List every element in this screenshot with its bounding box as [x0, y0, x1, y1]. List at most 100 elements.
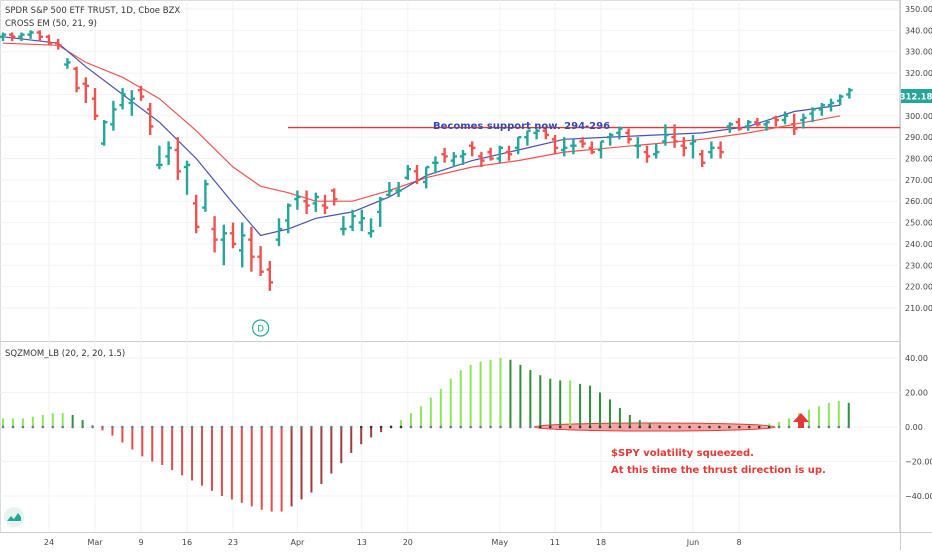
ohlc-bar: [515, 135, 522, 155]
ohlc-bar: [18, 32, 25, 42]
squeeze-dot: [131, 425, 134, 429]
ohlc-bar: [745, 120, 752, 131]
ohlc-bar: [818, 102, 825, 116]
ohlc-bar: [0, 32, 7, 42]
ohlc-bar: [689, 135, 697, 159]
ohlc-bar: [202, 179, 209, 212]
squeeze-dot: [608, 425, 612, 429]
ohlc-bar: [367, 218, 375, 238]
ohlc-bar: [671, 124, 678, 148]
squeeze-dot: [81, 425, 84, 429]
upper-grid: [0, 0, 900, 532]
ohlc-bar: [772, 115, 779, 127]
ohlc-bar: [827, 98, 835, 112]
ohlc-bar: [64, 58, 71, 69]
squeeze-dot: [847, 425, 851, 429]
squeeze-dot: [648, 425, 652, 429]
lower-indicator-title: SQZMOM_LB (20, 2, 20, 1.5): [5, 349, 125, 359]
squeeze-dot: [449, 425, 453, 429]
squeeze-dot: [658, 425, 661, 429]
squeeze-dot: [260, 425, 264, 429]
ohlc-bar: [487, 147, 494, 161]
squeeze-dot: [767, 425, 771, 429]
ohlc-bar: [229, 222, 237, 249]
ohlc-bar: [257, 246, 264, 276]
ohlc-bar: [211, 216, 218, 253]
squeeze-dot: [688, 425, 691, 429]
squeeze-dot: [618, 425, 622, 429]
squeeze-dot: [777, 425, 781, 429]
ohlc-bar: [404, 164, 411, 180]
squeeze-dot: [479, 425, 482, 429]
squeeze-dot: [548, 425, 552, 429]
ohlc-bar: [91, 88, 99, 121]
time-tick-label: 9: [138, 538, 143, 547]
dividend-marker-label: D: [257, 325, 264, 335]
ohlc-bar: [275, 218, 283, 247]
tradingview-logo[interactable]: [4, 507, 24, 527]
price-tick-label: 300.00: [905, 112, 932, 121]
ohlc-bar: [377, 196, 384, 227]
squeeze-dot: [21, 425, 25, 429]
ohlc-bar: [82, 77, 89, 103]
ohlc-bar: [459, 149, 467, 165]
ohlc-bar: [634, 137, 641, 159]
ohlc-bar: [579, 137, 586, 148]
ohlc-bar: [101, 120, 108, 146]
ohlc-bar: [763, 120, 770, 131]
squeeze-dot: [439, 425, 443, 429]
squeeze-dot: [738, 425, 741, 429]
squeeze-dot: [539, 425, 542, 429]
ohlc-bar: [248, 226, 255, 272]
squeeze-dot: [141, 425, 144, 429]
price-tick-label: 290.00: [905, 133, 932, 142]
squeeze-dot: [638, 425, 642, 429]
price-tick-label: 230.00: [905, 261, 932, 270]
price-tick-label: 280.00: [905, 155, 932, 164]
ohlc-bar: [524, 129, 531, 146]
ohlc-bar: [441, 147, 448, 163]
price-tick-label: 210.00: [905, 304, 932, 313]
last-price-label: 312.18: [900, 93, 932, 103]
ohlc-bar: [570, 139, 577, 155]
ohlc-bar: [680, 137, 687, 157]
ohlc-bar: [137, 85, 145, 101]
squeeze-dot: [330, 425, 333, 429]
squeeze-dot: [111, 425, 114, 429]
ohlc-bar: [147, 102, 154, 136]
squeeze-dot: [558, 425, 562, 429]
momentum-histogram: [1, 358, 851, 512]
squeeze-dot: [678, 425, 681, 429]
squeeze-dot: [409, 425, 413, 429]
ohlc-bar: [36, 30, 43, 42]
ohlc-bar: [119, 88, 126, 110]
squeeze-dot: [728, 425, 731, 429]
squeeze-dot: [320, 425, 323, 429]
squeeze-dot: [519, 425, 522, 429]
ohlc-bar: [266, 261, 273, 291]
ohlc-bar: [625, 128, 632, 144]
momentum-tick-label: 40.00: [905, 354, 928, 363]
ohlc-bar: [469, 141, 476, 157]
ohlc-bar: [349, 209, 356, 232]
squeeze-dot: [200, 425, 204, 429]
squeeze-dot: [757, 425, 761, 429]
ohlc-bar: [110, 100, 117, 131]
ohlc-bar: [55, 38, 62, 50]
squeeze-dot: [369, 425, 373, 429]
squeeze-dot: [91, 425, 94, 429]
ohlc-bar: [597, 140, 605, 159]
dividend-marker[interactable]: D: [252, 319, 270, 337]
ohlc-bar: [726, 122, 733, 133]
squeeze-dot: [11, 425, 15, 429]
ohlc-bar: [285, 203, 292, 234]
squeeze-highlight: [533, 422, 776, 432]
ohlc-bar: [413, 164, 421, 185]
time-tick-label: 11: [550, 538, 560, 547]
squeeze-dot: [807, 425, 811, 429]
last-price-badge: 312.18: [900, 89, 932, 103]
squeeze-dot: [529, 425, 532, 429]
ohlc-bar: [321, 194, 329, 215]
momentum-tick-label: 0.00: [905, 423, 923, 432]
squeeze-dot: [340, 425, 343, 429]
